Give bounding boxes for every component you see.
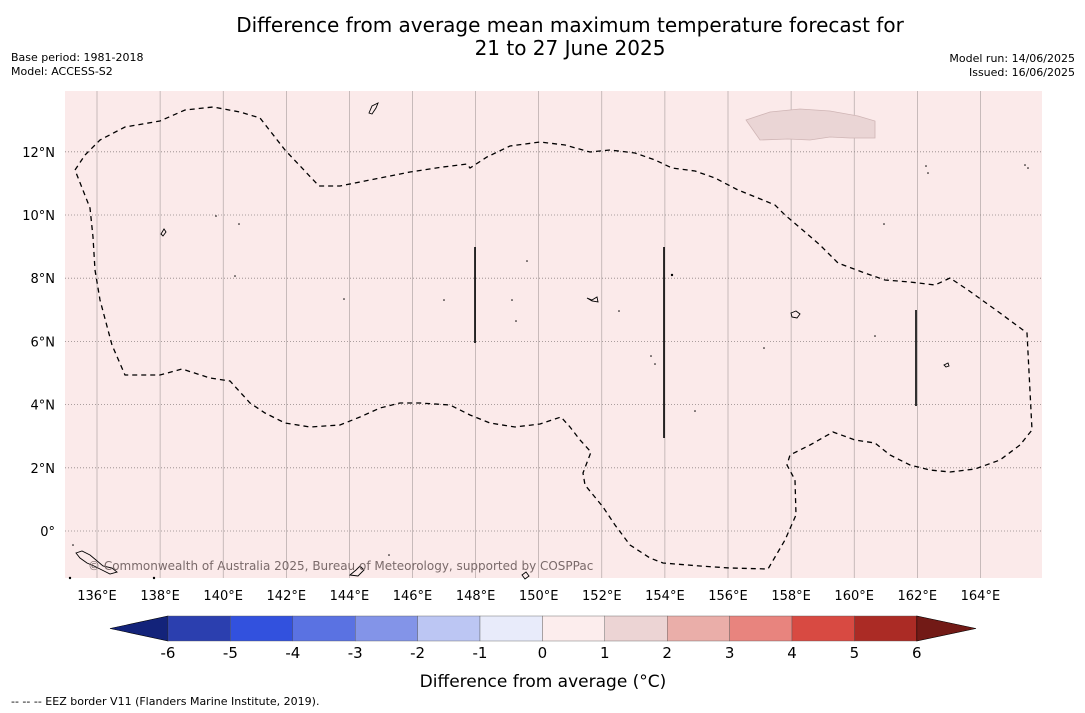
copyright-text: © Commonwealth of Australia 2025, Bureau… — [88, 559, 593, 573]
colorbar-bin — [729, 615, 793, 642]
latitude-tick-label: 0° — [40, 525, 55, 540]
map-title: Difference from average mean maximum tem… — [170, 14, 970, 60]
colorbar: -6 -5 -4 -3 -2 -1 0 1 2 3 4 5 6 — [109, 615, 977, 662]
island-dots — [68, 164, 1029, 580]
longitude-tick-label: 136°E — [77, 589, 117, 604]
colorbar-bin — [854, 615, 918, 642]
longitude-tick-label: 160°E — [834, 589, 874, 604]
longitude-tick-label: 148°E — [456, 589, 496, 604]
colorbar-tick-label: 0 — [538, 644, 548, 662]
longitude-tick-label: 152°E — [582, 589, 622, 604]
eez-border — [74, 106, 1033, 570]
longitude-tick-label: 142°E — [267, 589, 307, 604]
longitude-tick-label: 162°E — [898, 589, 938, 604]
colorbar-bin — [355, 615, 418, 642]
islands — [75, 102, 950, 580]
model-run: Model run: 14/06/2025 — [949, 52, 1075, 65]
base-period: Base period: 1981-2018 — [11, 51, 144, 64]
latitude-labels: 12°N 10°N 8°N 6°N 4°N 2°N 0° — [22, 146, 55, 540]
colorbar-bin — [604, 615, 668, 642]
map-background — [65, 91, 1042, 578]
colorbar-bin — [292, 615, 356, 642]
island-new-guinea-coast — [75, 550, 118, 575]
colorbar-bin — [542, 615, 606, 642]
latitude-tick-label: 6°N — [31, 335, 56, 350]
latitude-tick-label: 4°N — [31, 399, 56, 414]
colorbar-tick-label: 6 — [912, 644, 922, 662]
longitude-tick-label: 146°E — [393, 589, 433, 604]
latitude-tick-label: 8°N — [31, 272, 56, 287]
longitude-tick-label: 138°E — [140, 589, 180, 604]
colorbar-bin — [167, 615, 231, 642]
colorbar-tick-label: 2 — [662, 644, 672, 662]
latitude-tick-label: 10°N — [22, 209, 55, 224]
longitude-tick-label: 150°E — [519, 589, 559, 604]
colorbar-tick-label: -5 — [223, 644, 238, 662]
colorbar-bin — [417, 615, 481, 642]
title-line-1: Difference from average mean maximum tem… — [236, 13, 904, 37]
latitude-tick-label: 12°N — [22, 146, 55, 161]
meta-right: Model run: 14/06/2025 Issued: 16/06/2025 — [949, 52, 1075, 80]
colorbar-tick-label: -6 — [161, 644, 176, 662]
model-name: Model: ACCESS-S2 — [11, 65, 113, 78]
meta-left: Base period: 1981-2018 Model: ACCESS-S2 — [11, 51, 143, 79]
island-south-2 — [521, 571, 530, 580]
longitude-tick-label: 158°E — [771, 589, 811, 604]
island-kosrae — [943, 362, 950, 368]
longitude-tick-label: 154°E — [645, 589, 685, 604]
colorbar-extend-high — [916, 615, 977, 642]
colorbar-bin — [230, 615, 293, 642]
colorbar-tick-label: 5 — [850, 644, 860, 662]
longitude-labels: 136°E 138°E 140°E 142°E 144°E 146°E 148°E 150°E… — [77, 589, 1000, 604]
colorbar-tick-label: 4 — [787, 644, 797, 662]
colorbar-tick-label: -2 — [410, 644, 425, 662]
island-chuuk — [586, 296, 599, 303]
colorbar-tick-label: -3 — [348, 644, 363, 662]
island-guam — [368, 102, 379, 115]
longitude-tick-label: 164°E — [961, 589, 1001, 604]
gridlines — [65, 91, 1042, 578]
island-yap — [160, 228, 167, 237]
island-pohnpei — [790, 310, 801, 319]
colorbar-tick-label: -1 — [473, 644, 488, 662]
colorbar-extend-low — [109, 615, 169, 642]
longitude-tick-label: 144°E — [330, 589, 370, 604]
issued-date: Issued: 16/06/2025 — [968, 66, 1075, 79]
title-line-2: 21 to 27 June 2025 — [474, 36, 666, 60]
colorbar-bin — [667, 615, 730, 642]
island-south — [348, 565, 365, 577]
colorbar-tick-label: 1 — [600, 644, 610, 662]
colorbar-tick-label: 3 — [725, 644, 735, 662]
footnote: -- -- -- EEZ border V11 (Flanders Marine… — [11, 695, 320, 708]
anomaly-patch — [745, 108, 876, 141]
colorbar-tick-label: -4 — [285, 644, 300, 662]
colorbar-bin — [479, 615, 543, 642]
colorbar-bin — [791, 615, 855, 642]
latitude-tick-label: 2°N — [31, 462, 56, 477]
colorbar-label: Difference from average (°C) — [420, 672, 667, 692]
longitude-tick-label: 140°E — [203, 589, 243, 604]
longitude-tick-label: 156°E — [708, 589, 748, 604]
